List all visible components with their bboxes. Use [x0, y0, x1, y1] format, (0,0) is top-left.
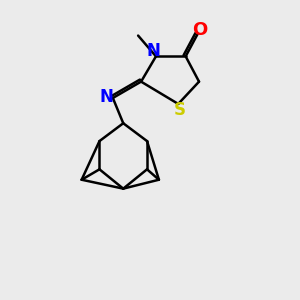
Text: N: N [147, 42, 160, 60]
Text: S: S [174, 101, 186, 119]
Text: O: O [192, 21, 208, 39]
Text: N: N [99, 88, 113, 106]
